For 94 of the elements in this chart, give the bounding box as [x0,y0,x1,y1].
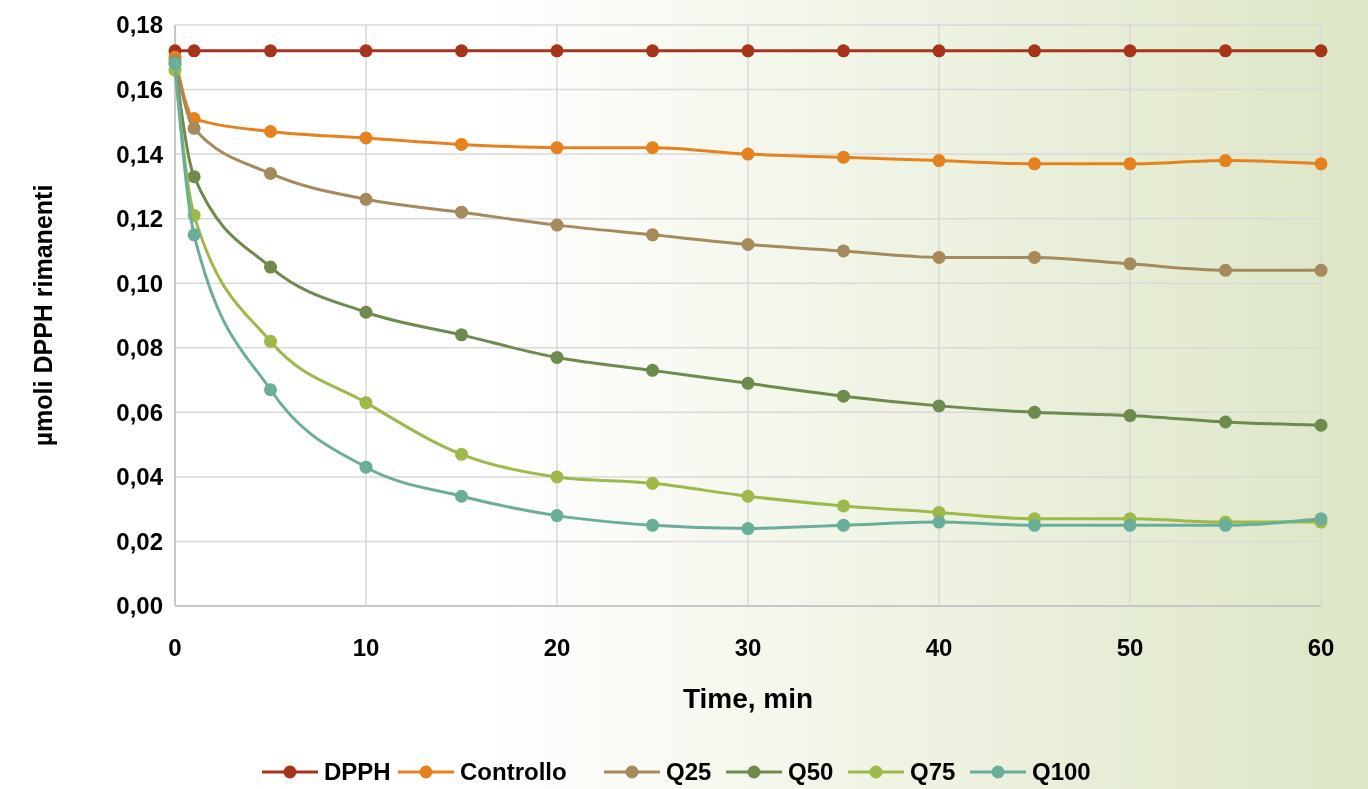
point [741,489,755,503]
point [264,166,277,180]
point [1028,44,1041,58]
point [932,44,946,58]
point [932,250,946,264]
y-tick-label: 0,04 [116,463,164,491]
legend-label: Controllo [460,758,567,786]
point [264,383,277,397]
point [455,447,468,461]
x-tick-label: 40 [925,634,953,661]
point [837,44,850,58]
y-tick-label: 0,12 [116,205,163,233]
point [837,244,850,258]
point [1123,409,1137,423]
point [455,328,468,342]
point [1219,415,1232,429]
point [932,154,946,168]
point [1314,263,1328,277]
point [741,522,755,536]
legend-label: Q75 [910,758,956,786]
legend-label: Q50 [788,758,834,786]
point [187,228,201,242]
point [1314,418,1328,432]
x-tick-label: 20 [543,634,571,661]
point [455,44,468,58]
y-tick-label: 0,02 [116,527,163,555]
point [646,363,659,377]
x-tick-label: 50 [1116,634,1144,661]
point [741,237,755,251]
point [359,131,373,145]
point [1314,44,1328,58]
point [359,396,373,410]
y-tick-label: 0,14 [116,140,164,168]
point [646,228,659,242]
point [1123,257,1137,271]
point [359,44,373,58]
x-axis-title: Time, min [682,683,814,714]
point [1028,157,1041,171]
point [1314,157,1328,171]
point [264,125,277,139]
point [1028,518,1041,532]
point [550,141,564,155]
point [359,305,373,319]
x-tick-label: 10 [352,634,380,661]
y-tick-label: 0,16 [116,75,163,103]
point [646,141,659,155]
y-tick-label: 0,10 [116,269,163,297]
point [359,460,373,474]
point [550,470,564,484]
point [837,499,850,513]
point [187,121,201,135]
point [646,44,659,58]
point [264,260,277,274]
point [550,44,564,58]
point [550,350,564,364]
point [1028,250,1041,264]
y-tick-label: 0,18 [116,11,163,39]
point [359,192,373,206]
point [837,518,850,532]
y-axis-title: µmoli DPPH rimanenti [29,184,57,447]
point [1123,44,1137,58]
point [187,44,201,58]
point [741,376,755,390]
point [932,399,946,413]
x-tick-label: 60 [1307,634,1335,661]
point [932,515,946,529]
point [837,150,850,164]
point [1123,157,1137,171]
y-tick-label: 0,08 [116,334,163,362]
point [646,518,659,532]
point [741,44,755,58]
point [264,334,277,348]
x-tick-label: 0 [168,634,182,661]
legend-label: Q25 [666,758,712,786]
legend-label: Q100 [1032,758,1091,786]
point [837,389,850,403]
legend-label: DPPH [324,758,391,786]
point [455,489,468,503]
point [1028,405,1041,419]
point [455,137,468,151]
point [550,218,564,232]
point [1219,44,1232,58]
point [741,147,755,161]
point [1123,518,1137,532]
point [1219,154,1232,168]
point [264,44,277,58]
y-tick-label: 0,06 [116,398,163,426]
y-tick-label: 0,00 [116,592,163,620]
point [1219,263,1232,277]
point [646,476,659,490]
point [187,170,201,184]
x-tick-label: 30 [734,634,762,661]
point [455,205,468,219]
point [550,509,564,523]
